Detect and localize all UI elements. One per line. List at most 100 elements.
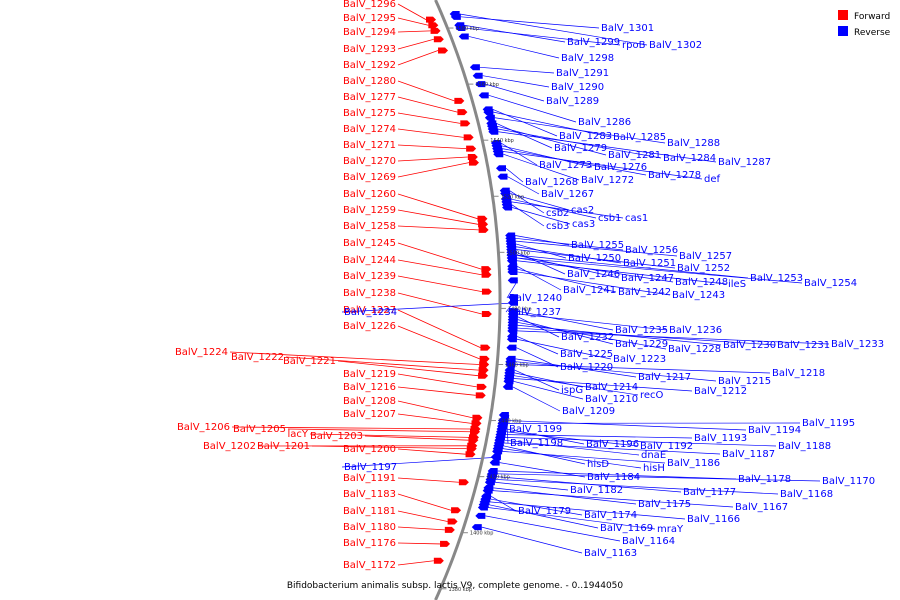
leader-line — [515, 243, 567, 259]
feature-arrow — [457, 109, 468, 116]
feature-arrow — [496, 165, 507, 172]
leader-line — [285, 356, 479, 371]
reverse-label-balv-1178: BalV_1178 — [738, 474, 791, 485]
forward-feature-balv-1205 — [470, 428, 481, 435]
reverse-label-balv-1287: BalV_1287 — [718, 157, 771, 168]
forward-feature-balv-1293 — [433, 36, 444, 43]
reverse-feature-balv-1287 — [488, 128, 499, 135]
forward-feature-balv-1271 — [466, 145, 477, 152]
tick-label: 1400 kbp — [470, 531, 494, 537]
feature-arrow — [469, 64, 480, 71]
reverse-feature-balv-1298 — [458, 33, 469, 40]
reverse-feature-balv-1254 — [506, 254, 517, 261]
leader-line — [485, 515, 621, 542]
feature-arrow — [507, 327, 518, 334]
forward-label-balv-1239: BalV_1239 — [343, 271, 396, 282]
reverse-label-balv-1209: BalV_1209 — [562, 406, 615, 417]
feature-arrow — [497, 173, 508, 180]
leader-line — [514, 375, 639, 396]
feature-arrow — [472, 72, 483, 79]
feature-arrow — [478, 367, 489, 374]
tick-label: 1580 kbp — [455, 26, 479, 32]
forward-label-balv-1191: BalV_1191 — [343, 473, 396, 484]
reverse-label-balv-1232: BalV_1232 — [561, 332, 614, 343]
leader-line — [397, 309, 481, 349]
reverse-label-balv-1199: BalV_1199 — [509, 424, 562, 435]
legend-forward-swatch — [838, 10, 848, 20]
forward-label-balv-1294: BalV_1294 — [343, 27, 396, 38]
forward-feature-balv-1260 — [477, 215, 488, 222]
reverse-feature-balv-1163 — [471, 524, 482, 531]
reverse-label-hisd: hisD — [587, 459, 609, 470]
forward-label-balv-1226: BalV_1226 — [343, 321, 396, 332]
leader-line — [502, 148, 647, 176]
tick-label: 1420 kbp — [486, 475, 510, 481]
feature-arrow — [482, 487, 493, 494]
forward-label-balv-1271: BalV_1271 — [343, 140, 396, 151]
leader-line — [494, 117, 666, 144]
forward-feature-balv-1183 — [451, 507, 462, 514]
forward-feature-balv-1239 — [481, 288, 492, 295]
forward-label-balv-1206: BalV_1206 — [177, 422, 230, 433]
leader-line — [397, 400, 473, 419]
feature-arrow — [426, 16, 437, 23]
reverse-label-balv-1235: BalV_1235 — [615, 325, 668, 336]
legend-reverse-label: Reverse — [854, 28, 891, 38]
leader-line — [459, 13, 648, 46]
feature-arrow — [458, 479, 469, 486]
feature-arrow — [478, 92, 489, 99]
legend-reverse-swatch — [838, 26, 848, 36]
reverse-label-balv-1267: BalV_1267 — [541, 189, 594, 200]
feature-arrow — [451, 507, 462, 514]
feature-arrow — [460, 120, 471, 127]
feature-arrow — [484, 479, 495, 486]
leader-line — [397, 560, 434, 566]
feature-arrow — [444, 526, 455, 533]
reverse-feature-balv-1288 — [484, 114, 495, 121]
forward-label-balv-1222: BalV_1222 — [231, 352, 284, 363]
reverse-feature-balv-1167 — [482, 487, 493, 494]
reverse-label-csb2: csb2 — [546, 208, 569, 219]
leader-line — [512, 386, 561, 412]
feature-arrow — [502, 204, 513, 211]
leader-line — [509, 190, 545, 214]
reverse-feature-balv-1289 — [475, 81, 486, 88]
feature-glyphs — [426, 11, 518, 564]
leader-line — [492, 490, 734, 508]
forward-feature-balv-1245 — [481, 266, 492, 273]
forward-label-balv-1270: BalV_1270 — [343, 156, 396, 167]
leader-line — [502, 451, 666, 464]
forward-feature-balv-1270 — [467, 154, 478, 161]
leader-line — [468, 36, 560, 59]
reverse-label-balv-1187: BalV_1187 — [722, 449, 775, 460]
leader-line — [488, 94, 577, 123]
feature-arrow — [455, 25, 466, 32]
reverse-label-balv-1197: BalV_1197 — [344, 462, 397, 473]
forward-feature-balv-1296 — [426, 16, 437, 23]
feature-arrow — [505, 361, 516, 368]
reverse-label-balv-1220: BalV_1220 — [560, 362, 613, 373]
feature-arrow — [490, 454, 501, 461]
forward-feature-balv-1258 — [478, 226, 489, 233]
forward-label-balv-1277: BalV_1277 — [343, 92, 396, 103]
leader-line — [465, 27, 621, 46]
forward-feature-balv-1259 — [478, 221, 489, 228]
reverse-label-balv-1217: BalV_1217 — [638, 372, 691, 383]
legend-forward-label: Forward — [854, 12, 890, 22]
feature-arrow — [471, 420, 482, 427]
reverse-feature-balv-1164 — [475, 512, 486, 519]
forward-label-balv-1259: BalV_1259 — [343, 205, 396, 216]
feature-arrow — [433, 557, 444, 564]
feature-arrow — [483, 109, 494, 116]
feature-arrow — [433, 36, 444, 43]
forward-label-balv-1275: BalV_1275 — [343, 108, 396, 119]
tick-label: 1540 kbp — [490, 138, 514, 144]
leader-line — [510, 198, 597, 219]
leader-line — [397, 542, 441, 545]
forward-feature-balv-1277 — [457, 109, 468, 116]
feature-arrow — [507, 299, 518, 306]
tick-label: 1560 kbp — [475, 82, 499, 88]
feature-arrow — [506, 336, 517, 343]
forward-feature-balv-1203 — [468, 437, 479, 444]
forward-feature-balv-1201 — [466, 445, 477, 452]
